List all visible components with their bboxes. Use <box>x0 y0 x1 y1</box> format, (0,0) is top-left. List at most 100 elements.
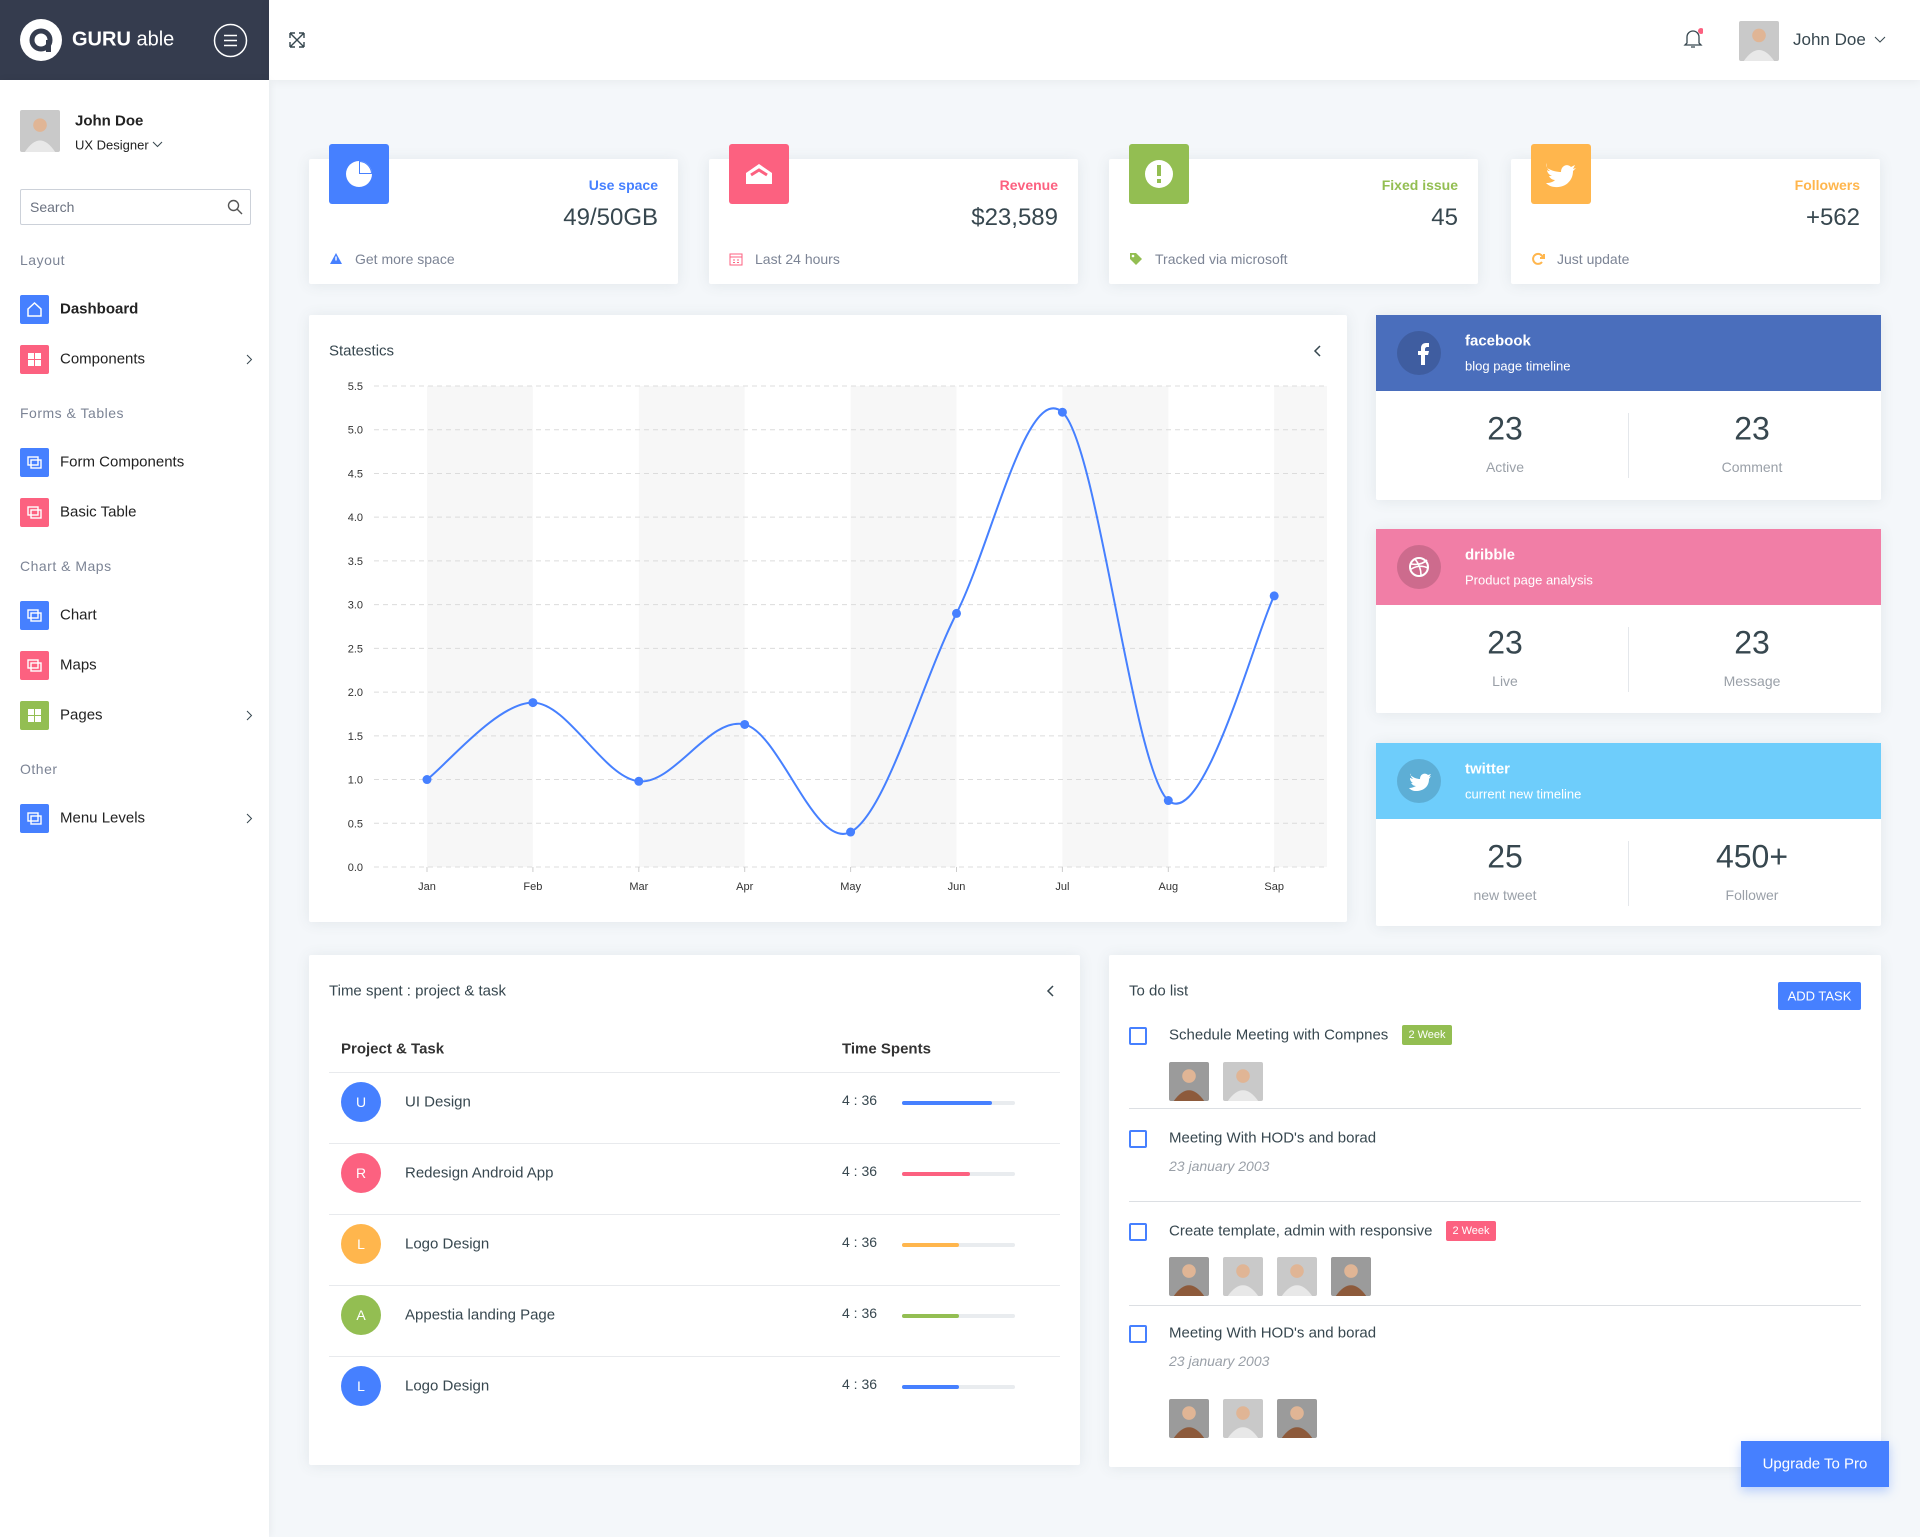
progress-track <box>902 1101 1015 1105</box>
row-divider <box>329 1143 1060 1144</box>
nav-item[interactable]: Maps <box>60 656 97 674</box>
x-tick-label: Jan <box>418 881 436 893</box>
nav-item[interactable]: Form Components <box>60 453 185 471</box>
band-shade <box>427 386 533 867</box>
button-label: ADD TASK <box>1787 988 1852 1004</box>
progress-bar <box>902 1385 959 1389</box>
x-tick-label: Apr <box>736 881 753 893</box>
progress-track <box>902 1314 1015 1318</box>
avatar <box>1331 1257 1371 1296</box>
brand-bold: GURU <box>72 28 131 51</box>
checkbox[interactable] <box>1129 1130 1147 1148</box>
nav-icon <box>20 498 49 527</box>
avatar <box>1739 21 1779 61</box>
stat-footer-icon <box>330 253 342 264</box>
social-stat-value: 25 <box>1487 838 1523 875</box>
initial-badge: A <box>341 1295 381 1335</box>
social-subtitle: blog page timeline <box>1465 358 1571 374</box>
progress-track <box>902 1172 1015 1176</box>
x-tick-label: Mar <box>629 881 648 893</box>
stat-label: Use space <box>588 177 658 193</box>
data-point <box>1269 591 1279 601</box>
add-task-button[interactable]: ADD TASK <box>1778 982 1861 1010</box>
nav-chevron <box>246 813 253 824</box>
todo-divider <box>1129 1201 1861 1202</box>
y-tick-label: 4.5 <box>348 468 363 480</box>
task-name: Logo Design <box>405 1235 490 1253</box>
row-divider <box>329 1356 1060 1357</box>
avatar <box>1169 1257 1209 1296</box>
todo-card: To do list ADD TASK Schedule Meeting with … <box>1109 955 1881 1467</box>
menu-toggle[interactable] <box>213 23 248 58</box>
upgrade-button[interactable]: Upgrade To Pro <box>1741 1441 1889 1487</box>
social-divider <box>1628 841 1629 906</box>
social-stat-value: 23 <box>1487 410 1523 447</box>
sidebar-user-role: UX Designer <box>75 137 149 153</box>
card-collapse[interactable] <box>1313 345 1321 357</box>
search-box[interactable]: Search <box>20 189 251 225</box>
avatar <box>1169 1062 1209 1101</box>
stat-footer-icon <box>1532 252 1545 265</box>
task-name: Redesign Android App <box>405 1164 554 1182</box>
time-spent: 4 : 36 <box>842 1376 878 1392</box>
initial: A <box>356 1307 366 1323</box>
sidebar-section-title: Other <box>20 761 58 777</box>
nav-item[interactable]: Dashboard <box>60 300 139 318</box>
avatar <box>1169 1399 1209 1438</box>
search-placeholder: Search <box>30 199 75 215</box>
checkbox[interactable] <box>1129 1325 1147 1343</box>
social-icon <box>1397 331 1441 375</box>
data-point <box>528 698 538 708</box>
progress-bar <box>902 1101 993 1105</box>
stat-label: Revenue <box>999 177 1058 193</box>
nav-item[interactable]: Chart <box>60 606 97 624</box>
row-divider <box>329 1214 1060 1215</box>
x-tick-label: Feb <box>523 881 542 893</box>
avatar <box>20 110 60 152</box>
data-point <box>740 719 750 729</box>
data-point <box>422 775 432 785</box>
stat-card: Followers +562 Just update <box>1511 144 1880 284</box>
stat-icon <box>329 144 389 204</box>
x-tick-label: Jul <box>1055 881 1069 893</box>
fullscreen-icon[interactable] <box>288 31 306 49</box>
progress-bar <box>902 1172 970 1176</box>
column-header: Project & Task <box>341 1040 445 1058</box>
social-card: facebook blog page timeline 23 Active 23 Comm… <box>1376 315 1881 500</box>
social-subtitle: current new timeline <box>1465 786 1582 802</box>
nav-icon <box>20 804 49 833</box>
initial: U <box>355 1094 367 1110</box>
avatar <box>1223 1399 1263 1438</box>
band-shade <box>850 386 957 867</box>
initial: L <box>357 1378 365 1394</box>
stat-value: 49/50GB <box>563 204 658 231</box>
avatar <box>1223 1062 1263 1101</box>
avatar <box>1223 1257 1263 1296</box>
checkbox[interactable] <box>1129 1223 1147 1241</box>
y-tick-label: 4.0 <box>348 512 363 524</box>
social-subtitle: Product page analysis <box>1465 572 1593 588</box>
todo-divider <box>1129 1108 1861 1109</box>
time-spent: 4 : 36 <box>842 1305 878 1321</box>
header-user-name[interactable]: John Doe <box>1793 30 1866 49</box>
statistics-card: Statestics 0.0 0.5 1.0 1.5 2.0 2.5 3.0 3.5 4.0 4.5… <box>309 315 1347 922</box>
nav-item[interactable]: Menu Levels <box>60 809 146 827</box>
nav-item[interactable]: Components <box>60 350 146 368</box>
card-collapse[interactable] <box>1046 985 1054 997</box>
task-name: Logo Design <box>405 1377 490 1395</box>
task-text: Create template, admin with responsive <box>1169 1222 1433 1240</box>
progress-bar <box>902 1243 959 1247</box>
nav-item[interactable]: Pages <box>60 706 103 724</box>
notification-bell[interactable] <box>1683 28 1703 50</box>
nav-item[interactable]: Basic Table <box>60 503 137 521</box>
brand-light: able <box>136 28 175 51</box>
nav-icon <box>20 345 49 374</box>
social-stat-value: 23 <box>1487 624 1523 661</box>
social-icon <box>1397 759 1441 803</box>
social-header <box>1376 529 1881 605</box>
nav-chevron <box>246 710 253 721</box>
time-spent: 4 : 36 <box>842 1163 878 1179</box>
task-text: Meeting With HOD's and borad <box>1169 1324 1377 1342</box>
checkbox[interactable] <box>1129 1027 1147 1045</box>
time-spent-card: Time spent : project & task Project & Tas… <box>309 955 1080 1465</box>
